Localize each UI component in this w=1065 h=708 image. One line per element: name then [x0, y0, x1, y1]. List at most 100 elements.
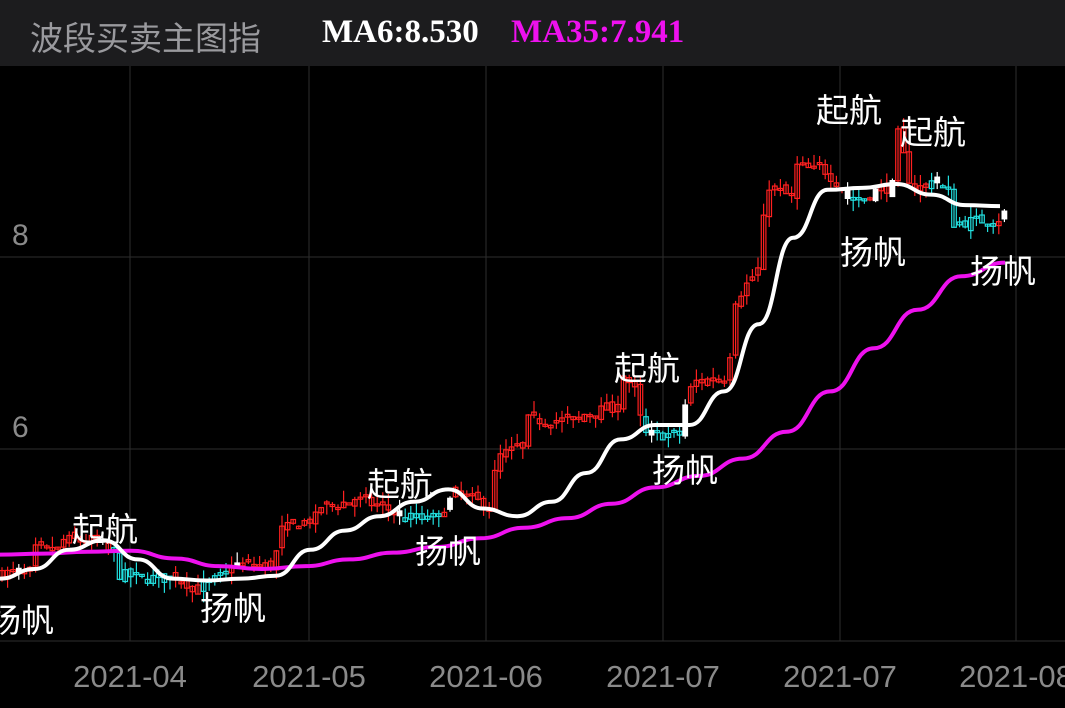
- candle-body: [217, 572, 224, 576]
- candle-body: [531, 411, 537, 416]
- candle-body: [234, 562, 241, 566]
- x-tick-label: 2021-04: [73, 659, 187, 694]
- candle-body: [962, 220, 969, 228]
- ma6-readout: MA6:8.530: [322, 14, 479, 50]
- candle-body: [497, 453, 504, 472]
- candle-body: [783, 184, 789, 195]
- candle-body: [195, 584, 201, 595]
- candle-body: [570, 416, 577, 421]
- candle-body: [413, 513, 420, 519]
- candle-body: [682, 404, 689, 437]
- candle-body: [55, 546, 61, 550]
- candle-body: [419, 513, 425, 521]
- candle-body: [49, 546, 56, 552]
- candle-body: [995, 221, 1002, 227]
- candle-body: [127, 568, 134, 578]
- candle-body: [928, 180, 935, 190]
- candle-body: [990, 223, 997, 227]
- signal-sell-label: 扬帆: [0, 601, 54, 640]
- indicator-title[interactable]: 波段买卖主图指: [30, 19, 261, 58]
- candle-body: [239, 562, 246, 567]
- candle-body: [738, 295, 745, 307]
- signal-sell-label: 扬帆: [840, 233, 906, 272]
- candle-body: [150, 574, 157, 584]
- candle-body: [379, 501, 386, 506]
- candle-body: [934, 176, 941, 184]
- candle-body: [906, 151, 913, 184]
- candle-body: [514, 443, 521, 447]
- candle-body: [553, 419, 560, 424]
- candle-body: [799, 162, 806, 166]
- candle-body: [822, 163, 829, 175]
- signal-buy-label: 起航: [72, 510, 138, 549]
- candle-body: [654, 430, 661, 434]
- candle-body: [979, 214, 985, 224]
- candle-body: [251, 563, 257, 568]
- candle-body: [189, 585, 196, 593]
- x-tick-label: 2021-07: [606, 659, 720, 694]
- candle-body: [475, 491, 481, 500]
- y-tick-label: 8: [12, 219, 29, 252]
- candle-body: [615, 403, 621, 413]
- candle-body: [945, 186, 952, 190]
- candle-body: [295, 525, 302, 530]
- candle-body: [547, 424, 554, 429]
- candle-body: [827, 173, 834, 182]
- ma35-readout: MA35:7.941: [511, 14, 685, 50]
- candle-body: [923, 183, 929, 188]
- candle-body: [178, 581, 185, 585]
- candle-body: [60, 538, 67, 548]
- y-tick-label: 6: [12, 411, 29, 444]
- candle-body: [43, 545, 50, 549]
- candlestick-chart[interactable]: 6 8 2021-04 2021-05 2021-06 2021-07 2021-07 202…: [0, 66, 1065, 708]
- candle-body: [626, 376, 633, 384]
- candle-body: [340, 501, 347, 509]
- candle-body: [542, 423, 549, 427]
- ma6-line: [0, 182, 1001, 583]
- candle-body: [967, 216, 974, 232]
- candle-body: [10, 568, 17, 573]
- candle-body: [743, 282, 750, 297]
- candle-body: [671, 429, 677, 433]
- candle-body: [889, 180, 896, 198]
- candle-body: [749, 276, 756, 281]
- candle-body: [771, 185, 778, 191]
- candle-body: [301, 520, 308, 526]
- x-tick-label: 2021-06: [429, 659, 543, 694]
- candle-body: [794, 163, 801, 199]
- candle-body: [665, 433, 672, 439]
- candle-body: [833, 182, 840, 187]
- candle-body: [329, 503, 336, 508]
- ma35-line: [0, 260, 1006, 571]
- candle-body: [519, 442, 526, 449]
- candle-body: [872, 188, 879, 202]
- candle-body: [755, 267, 761, 276]
- candle-body: [94, 534, 101, 540]
- candle-body: [603, 402, 610, 411]
- candle-body: [430, 512, 437, 518]
- candle-body: [447, 497, 453, 510]
- candle-body: [760, 214, 767, 271]
- signal-sell-label: 扬帆: [652, 451, 718, 490]
- x-tick-label: 2021-05: [252, 659, 366, 694]
- candle-body: [374, 503, 381, 507]
- candle-body: [693, 379, 700, 387]
- candle-body: [335, 506, 341, 511]
- x-tick-label: 2021-08: [959, 659, 1065, 694]
- candle-body: [592, 415, 599, 419]
- candle-body: [469, 493, 476, 497]
- candle-body: [290, 518, 297, 524]
- candle-body: [312, 511, 319, 525]
- candle-body: [816, 162, 823, 166]
- candle-body: [715, 378, 722, 383]
- candle-body: [363, 494, 369, 498]
- signal-sell-label: 扬帆: [415, 532, 481, 571]
- candle-body: [245, 559, 252, 563]
- candle-body: [508, 446, 515, 451]
- candle-body: [575, 416, 582, 420]
- candle-body: [620, 375, 627, 410]
- candle-body: [900, 126, 907, 154]
- signal-sell-label: 扬帆: [970, 252, 1036, 291]
- candle-body: [699, 378, 705, 384]
- candle-body: [766, 189, 773, 218]
